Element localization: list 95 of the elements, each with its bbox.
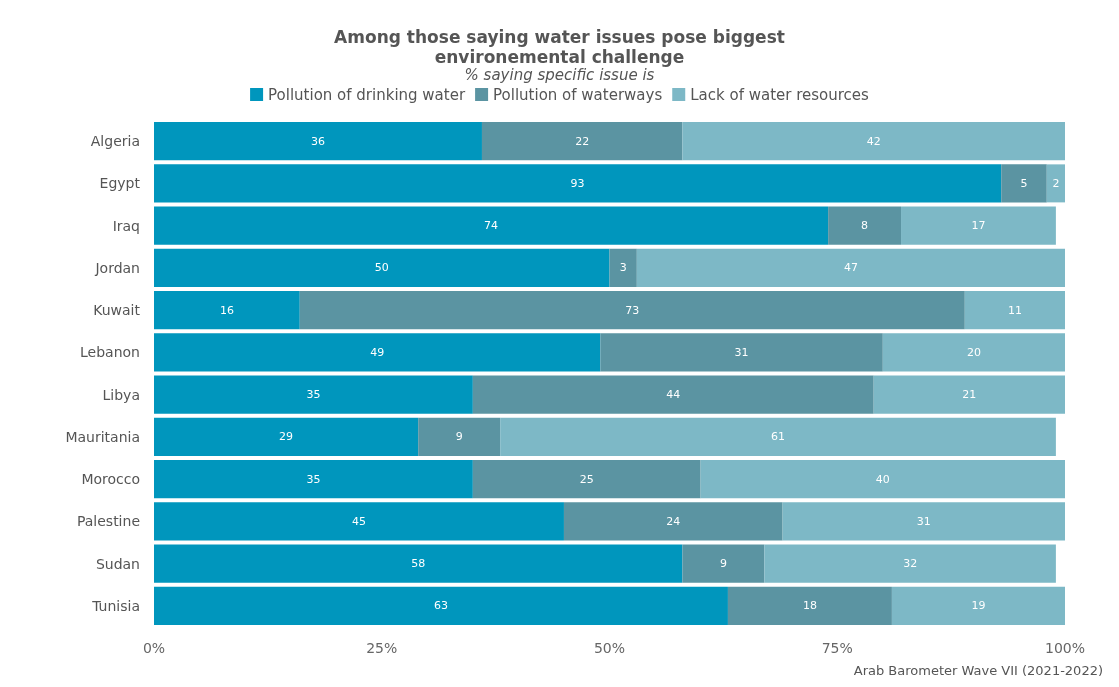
y-tick-label: Tunisia	[91, 597, 140, 614]
bar	[682, 122, 1065, 161]
bar	[154, 544, 683, 583]
bar	[891, 586, 1065, 625]
y-tick-label: Kuwait	[93, 302, 141, 319]
data-label: 61	[771, 430, 786, 444]
bar	[481, 122, 683, 161]
data-label: 49	[370, 345, 385, 359]
data-label: 16	[219, 303, 234, 317]
data-label: 25	[579, 472, 594, 486]
data-label: 3	[619, 261, 627, 275]
bar	[882, 333, 1065, 372]
bar	[964, 291, 1065, 330]
chart-subtitle: % saying specific issue is	[464, 65, 655, 84]
bar	[154, 586, 728, 625]
data-label: 9	[719, 557, 727, 571]
legend-label: Pollution of drinking water	[268, 85, 466, 104]
bar	[154, 291, 300, 330]
x-tick-label: 100%	[1044, 640, 1086, 656]
data-label: 31	[916, 514, 931, 528]
y-tick-label: Iraq	[112, 217, 140, 234]
data-label: 29	[279, 430, 294, 444]
chart-title: Among those saying water issues pose biggest environemental challenge	[334, 27, 785, 67]
y-tick-label: Morocco	[81, 471, 140, 488]
data-label: 35	[306, 472, 321, 486]
data-label: 42	[866, 134, 881, 148]
bar	[154, 333, 601, 372]
x-tick-label: 75%	[821, 640, 853, 656]
bar	[1046, 164, 1065, 203]
data-label: 93	[570, 176, 585, 190]
data-label: 50	[374, 261, 389, 275]
data-label: 32	[903, 557, 918, 571]
bar	[682, 544, 765, 583]
y-tick-label: Mauritania	[65, 428, 140, 445]
bar	[472, 375, 874, 414]
x-tick-label: 50%	[593, 640, 626, 656]
data-label: 44	[666, 388, 681, 402]
data-label: 5	[1020, 176, 1028, 190]
data-label: 40	[875, 472, 890, 486]
bar	[154, 502, 564, 541]
data-label: 24	[666, 514, 681, 528]
bar	[1001, 164, 1047, 203]
data-label: 22	[575, 134, 590, 148]
data-label: 74	[484, 219, 499, 233]
bar	[299, 291, 965, 330]
y-tick-label: Sudan	[95, 555, 140, 572]
data-label: 58	[411, 557, 426, 571]
data-label: 45	[351, 514, 366, 528]
data-label: 63	[433, 599, 448, 613]
bar	[828, 206, 902, 245]
bar	[154, 122, 482, 161]
bar	[727, 586, 892, 625]
bar	[154, 460, 473, 499]
data-label: 21	[962, 388, 977, 402]
data-label: 9	[455, 430, 463, 444]
y-tick-label: Lebanon	[80, 344, 140, 361]
bar	[873, 375, 1065, 414]
bar	[563, 502, 783, 541]
x-tick-label: 0%	[142, 640, 166, 656]
data-label: 18	[802, 599, 817, 613]
data-label: 19	[971, 599, 986, 613]
bar	[500, 417, 1056, 456]
legend-label: Pollution of waterways	[493, 85, 663, 104]
bar	[700, 460, 1065, 499]
bar	[154, 206, 829, 245]
bar	[154, 248, 610, 287]
data-label: 31	[734, 345, 749, 359]
legend-label: Lack of water resources	[690, 85, 870, 104]
bar	[418, 417, 501, 456]
data-label: 17	[971, 219, 986, 233]
bar	[764, 544, 1056, 583]
bar	[600, 333, 883, 372]
y-tick-label: Libya	[102, 386, 140, 403]
bar	[782, 502, 1065, 541]
bar	[609, 248, 637, 287]
bar	[472, 460, 701, 499]
bar	[154, 417, 419, 456]
data-label: 8	[861, 219, 869, 233]
bar	[901, 206, 1056, 245]
data-label: 20	[966, 345, 981, 359]
y-tick-label: Egypt	[99, 175, 141, 192]
bar	[636, 248, 1065, 287]
y-tick-label: Jordan	[94, 259, 140, 276]
y-tick-label: Palestine	[76, 513, 140, 530]
data-label: 73	[625, 303, 640, 317]
data-label: 47	[843, 261, 858, 275]
data-label: 35	[306, 388, 321, 402]
x-tick-label: 25%	[366, 640, 398, 656]
data-label: 36	[310, 134, 325, 148]
data-label: 2	[1052, 176, 1060, 190]
text: Arab Barometer Wave VII (2021-2022)	[853, 663, 1104, 678]
y-tick-label: Algeria	[90, 133, 140, 150]
bar	[154, 375, 473, 414]
data-label: 11	[1007, 303, 1022, 317]
bar	[154, 164, 1002, 203]
